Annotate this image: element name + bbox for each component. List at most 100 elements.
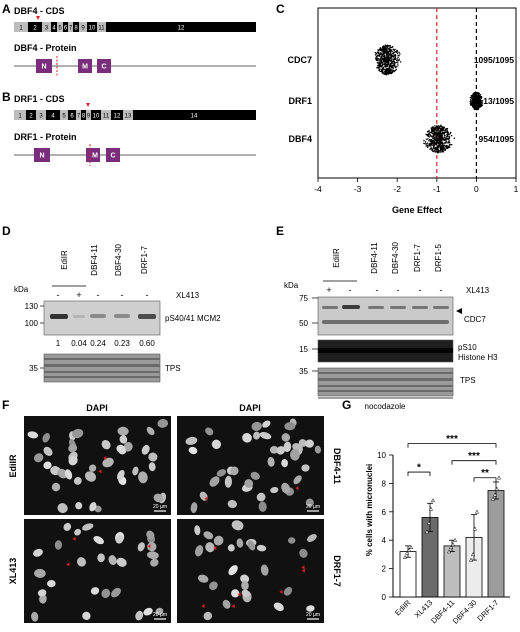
data-point — [377, 67, 380, 69]
data-point — [391, 45, 394, 48]
gene-label-cdc7: CDC7 — [287, 55, 312, 65]
nucleus — [205, 542, 215, 553]
significance-brackets: ********* — [407, 434, 497, 482]
lane-label-ediir: EdiIR — [332, 248, 341, 268]
data-point — [427, 138, 429, 140]
quant-value: 0.24 — [90, 339, 106, 348]
x-axis-ticks: -4 -3 -2 -1 0 1 — [314, 178, 519, 194]
data-point — [378, 68, 381, 71]
data-point — [437, 149, 440, 152]
exon-12 — [111, 110, 123, 120]
lane-label-dbf4-11: DBF4-11 — [370, 242, 379, 274]
nucleus — [194, 525, 201, 536]
nucleus — [227, 544, 235, 552]
data-point — [389, 51, 392, 54]
data-point — [432, 134, 435, 136]
data-point — [423, 142, 425, 145]
data-point — [425, 138, 428, 140]
data-point — [477, 96, 480, 99]
domain-n-label: N — [41, 64, 46, 71]
data-point — [439, 139, 441, 142]
data-point — [446, 135, 448, 138]
nucleus — [230, 466, 239, 476]
nucleus — [43, 461, 52, 470]
nucleus — [51, 482, 61, 492]
data-point — [481, 100, 484, 102]
exon-2 — [28, 22, 42, 32]
data-point — [476, 95, 478, 97]
data-point — [473, 105, 476, 107]
exon-label: 12 — [178, 26, 185, 32]
band — [90, 314, 106, 318]
domain-c — [97, 59, 111, 73]
data-point — [398, 58, 400, 60]
data-point — [434, 127, 436, 130]
nucleus — [57, 468, 68, 479]
nucleus — [117, 426, 129, 436]
exon-9 — [79, 22, 87, 32]
exon-10 — [87, 22, 97, 32]
data-point — [448, 146, 451, 149]
cas9-cut-marker — [86, 103, 90, 107]
nucleus — [242, 433, 252, 443]
data-point — [392, 69, 394, 71]
data-point — [446, 133, 448, 136]
data-point — [392, 67, 395, 69]
data-point — [443, 147, 446, 149]
data-point — [428, 131, 430, 133]
nucleus — [209, 581, 218, 591]
domain-m — [78, 59, 92, 73]
exon-11 — [101, 110, 111, 120]
exon-label: 5 — [62, 114, 66, 120]
x-axis-label: Gene Effect — [392, 205, 442, 215]
data-point — [444, 139, 446, 141]
data-point — [375, 56, 377, 59]
nucleus — [203, 611, 213, 621]
exon-11 — [97, 22, 106, 32]
replicate-point — [452, 537, 458, 542]
data-point — [437, 141, 440, 144]
lane-label-ediir: EdiIR — [60, 250, 69, 270]
data-point — [435, 146, 437, 149]
exon-label: 2 — [29, 114, 33, 120]
significance-label: ** — [481, 468, 489, 479]
nucleus — [283, 586, 293, 596]
data-point — [393, 62, 396, 65]
data-point — [433, 143, 436, 145]
data-point — [397, 62, 399, 64]
data-point — [377, 57, 380, 60]
nucleus — [281, 459, 289, 468]
data-point — [427, 144, 429, 146]
beeswarm-points — [374, 44, 484, 154]
nucleus — [150, 558, 159, 567]
data-point — [386, 47, 388, 50]
image-label-xl413: XL413 — [8, 558, 18, 585]
data-point — [384, 60, 387, 62]
data-point — [382, 63, 384, 66]
data-point — [436, 137, 439, 139]
lane-label-drf1-7: DRF1-7 — [140, 245, 149, 274]
nucleus — [305, 498, 314, 507]
data-point — [436, 127, 438, 129]
exon-label: 1 — [19, 26, 23, 32]
data-point — [395, 51, 398, 54]
exon-label: 9 — [81, 26, 85, 32]
replicate-point — [404, 550, 410, 555]
data-point — [475, 102, 477, 105]
y-tick-label: 10 — [377, 451, 386, 460]
nucleus — [253, 431, 261, 440]
xl413-sign: - — [97, 290, 100, 300]
data-point — [392, 62, 394, 65]
data-point — [436, 132, 439, 134]
data-point — [378, 54, 381, 57]
exon-label: 5 — [58, 26, 62, 32]
data-point — [429, 133, 431, 136]
data-point — [382, 71, 384, 74]
data-point — [396, 65, 398, 68]
data-point — [390, 55, 392, 57]
panel-letter-a: A — [2, 2, 11, 16]
xl413-sign: - — [121, 290, 124, 300]
domain-n-label: N — [39, 153, 44, 160]
micronucleus-arrow — [279, 589, 283, 594]
